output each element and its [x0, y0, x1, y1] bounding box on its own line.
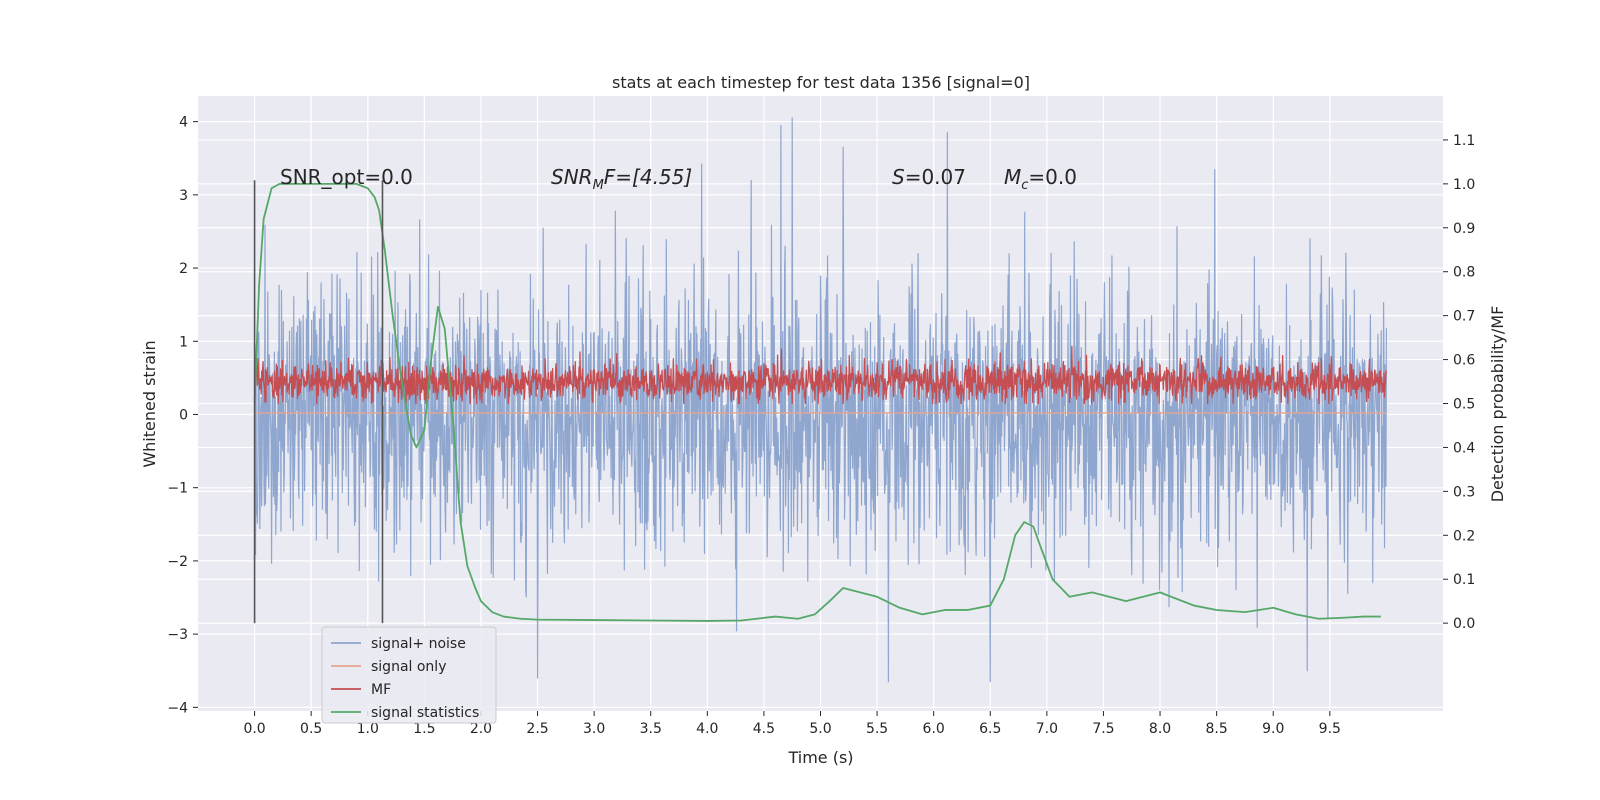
- x-tick-label-18: 9.0: [1262, 721, 1284, 737]
- x-tick-label-11: 5.5: [866, 721, 888, 737]
- y-tick-label-4: 0: [179, 407, 188, 423]
- y2-tick-label-7: 0.7: [1453, 309, 1475, 325]
- y-tick-label-6: 2: [179, 261, 188, 277]
- y2-tick-label-6: 0.6: [1453, 353, 1475, 369]
- x-tick-label-5: 2.5: [526, 721, 548, 737]
- y-tick-label-2: −2: [167, 554, 188, 570]
- mc-prefix: M: [1004, 165, 1021, 189]
- series-signal-statistics: [253, 182, 1381, 622]
- y-axis-label: Whitened strain: [140, 340, 159, 467]
- annotation-snr-opt: SNR_opt=0.0: [280, 165, 413, 189]
- y-tick-label-8: 4: [179, 115, 188, 131]
- mc-sub: c: [1021, 178, 1028, 193]
- x-tick-label-19: 9.5: [1319, 721, 1341, 737]
- mc-suffix: =0.0: [1028, 165, 1077, 189]
- x-tick-label-4: 2.0: [470, 721, 492, 737]
- series-signal-noise: [253, 117, 1388, 683]
- snr-mf-prefix: SNR: [551, 165, 593, 189]
- y2-tick-label-4: 0.4: [1453, 440, 1475, 456]
- s-prefix: S: [892, 165, 905, 189]
- x-axis-label: Time (s): [787, 748, 853, 767]
- snr-mf-sub: M: [593, 178, 604, 193]
- legend: signal+ noise signal only MF signal statist…: [321, 626, 497, 724]
- legend-label-0: signal+ noise: [371, 636, 466, 652]
- series-layer: [253, 117, 1388, 683]
- y-tick-label-3: −1: [167, 481, 188, 497]
- legend-label-3: signal statistics: [371, 705, 479, 721]
- y-tick-label-7: 3: [179, 188, 188, 204]
- annotation-s: S=0.07: [892, 165, 966, 189]
- x-tick-label-13: 6.5: [979, 721, 1001, 737]
- y2-tick-label-1: 0.1: [1453, 572, 1475, 588]
- x-tick-label-15: 7.5: [1092, 721, 1114, 737]
- x-tick-label-8: 4.0: [696, 721, 718, 737]
- y-tick-label-5: 1: [179, 334, 188, 350]
- x-tick-label-1: 0.5: [300, 721, 322, 737]
- x-axis: 0.0 0.5 1.0 1.5 2.0 2.5 3.0 3.5 4.0 4.5 5.0 5.5 6.0 6…: [243, 711, 1341, 737]
- x-tick-label-9: 4.5: [753, 721, 775, 737]
- y2-tick-label-11: 1.1: [1453, 133, 1475, 149]
- y2-tick-label-2: 0.2: [1453, 528, 1475, 544]
- legend-label-1: signal only: [371, 659, 446, 675]
- x-tick-label-6: 3.0: [583, 721, 605, 737]
- y2-tick-label-5: 0.5: [1453, 397, 1475, 413]
- y-axis-right: 0.0 0.1 0.2 0.3 0.4 0.5 0.6 0.7 0.8 0.9 1.0 1.1: [1443, 133, 1475, 632]
- x-tick-label-12: 6.0: [923, 721, 945, 737]
- y2-tick-label-9: 0.9: [1453, 221, 1475, 237]
- y2-tick-label-10: 1.0: [1453, 177, 1475, 193]
- x-tick-label-14: 7.0: [1036, 721, 1058, 737]
- annotation-snr-mf: SNRMF=[4.55]: [551, 165, 692, 193]
- legend-items: signal+ noise signal only MF signal statist…: [331, 636, 479, 721]
- snr-mf-suffix: F=[4.55]: [604, 165, 692, 189]
- series-mf: [253, 345, 1388, 405]
- x-tick-label-7: 3.5: [640, 721, 662, 737]
- y2-tick-label-0: 0.0: [1453, 616, 1475, 632]
- x-tick-label-3: 1.5: [413, 721, 435, 737]
- legend-box: [321, 626, 497, 724]
- y2-axis-label: Detection probability/MF: [1488, 306, 1507, 503]
- vertical-markers: [253, 180, 384, 624]
- x-tick-label-0: 0.0: [243, 721, 265, 737]
- y2-tick-label-8: 0.8: [1453, 265, 1475, 281]
- y-tick-label-1: −3: [167, 627, 188, 643]
- y2-tick-label-3: 0.3: [1453, 484, 1475, 500]
- annotation-mc: Mc=0.0: [1004, 165, 1077, 193]
- s-suffix: =0.07: [905, 165, 966, 189]
- y-axis-left: −4 −3 −2 −1 0 1 2 3 4: [167, 115, 198, 716]
- x-tick-label-2: 1.0: [357, 721, 379, 737]
- x-tick-label-17: 8.5: [1206, 721, 1228, 737]
- legend-label-2: MF: [371, 682, 391, 698]
- y-tick-label-0: −4: [167, 700, 188, 716]
- chart-title: stats at each timestep for test data 135…: [612, 73, 1030, 92]
- x-tick-label-10: 5.0: [809, 721, 831, 737]
- x-tick-label-16: 8.0: [1149, 721, 1171, 737]
